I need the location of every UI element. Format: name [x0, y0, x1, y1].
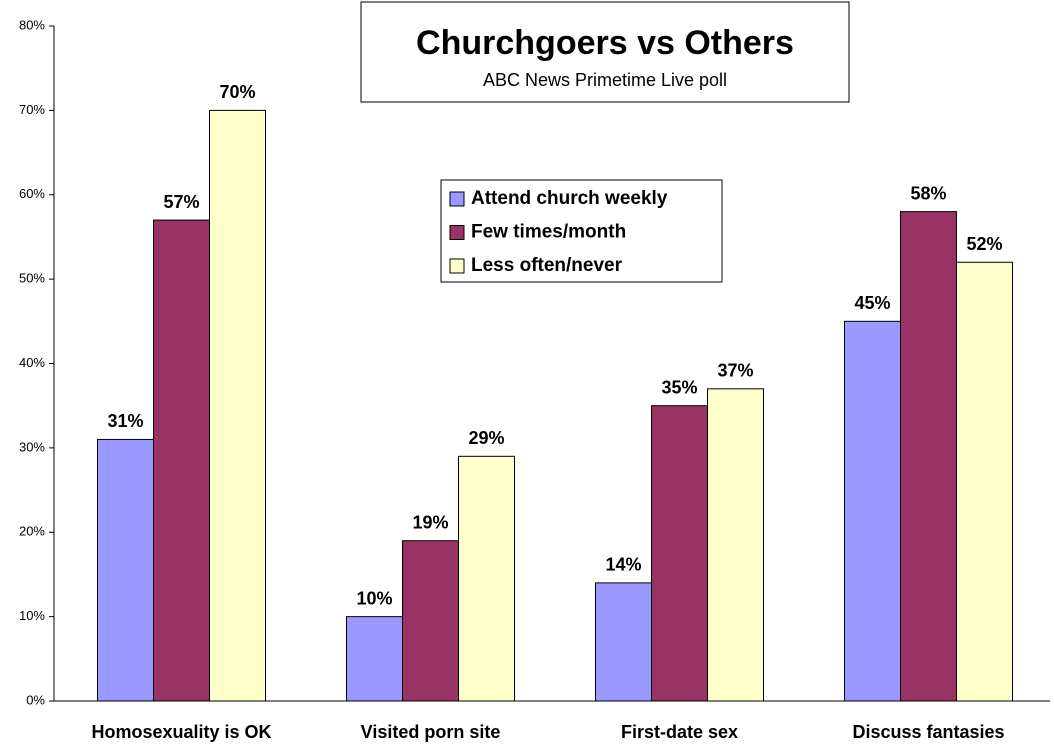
y-tick-label: 50% [19, 271, 45, 286]
bar [707, 388, 764, 702]
value-label: 57% [163, 192, 199, 212]
legend-label: Less often/never [471, 255, 623, 276]
value-label: 31% [107, 411, 143, 431]
legend-box [440, 179, 723, 283]
value-label: 10% [356, 588, 392, 608]
value-label: 19% [412, 512, 448, 532]
bar [956, 261, 1013, 702]
y-tick-label: 60% [19, 186, 45, 201]
value-label: 35% [661, 377, 697, 397]
legend-swatch [449, 258, 465, 274]
title-box [360, 1, 850, 103]
legend-swatch [449, 191, 465, 207]
value-label: 45% [854, 293, 890, 313]
legend-label: Few times/month [471, 222, 626, 243]
bar [844, 320, 901, 702]
chart-title: Churchgoers vs Others [416, 24, 794, 62]
bar [402, 540, 459, 702]
bar [900, 211, 957, 702]
x-tick-label: Homosexuality is OK [91, 722, 271, 742]
bar [595, 582, 652, 702]
x-tick-label: First-date sex [621, 722, 738, 742]
chart-subtitle: ABC News Primetime Live poll [483, 70, 727, 90]
legend-label: Attend church weekly [471, 188, 668, 209]
value-label: 58% [910, 183, 946, 203]
y-tick-label: 20% [19, 524, 45, 539]
value-label: 70% [219, 82, 255, 102]
y-tick-label: 30% [19, 439, 45, 454]
value-label: 29% [468, 428, 504, 448]
bar [97, 438, 154, 702]
x-tick-label: Discuss fantasies [852, 722, 1004, 742]
y-tick-label: 0% [26, 692, 45, 707]
bar [458, 455, 515, 702]
bar [153, 219, 210, 702]
x-tick-label: Visited porn site [361, 722, 501, 742]
bar [651, 405, 708, 702]
y-tick-label: 70% [19, 102, 45, 117]
legend-swatch [449, 225, 465, 240]
value-label: 14% [605, 555, 641, 575]
bar [209, 109, 266, 702]
y-tick-label: 40% [19, 355, 45, 370]
value-label: 52% [966, 234, 1002, 254]
y-tick-label: 10% [19, 608, 45, 623]
bar [346, 616, 403, 702]
y-tick-label: 80% [19, 17, 45, 32]
value-label: 37% [717, 361, 753, 381]
